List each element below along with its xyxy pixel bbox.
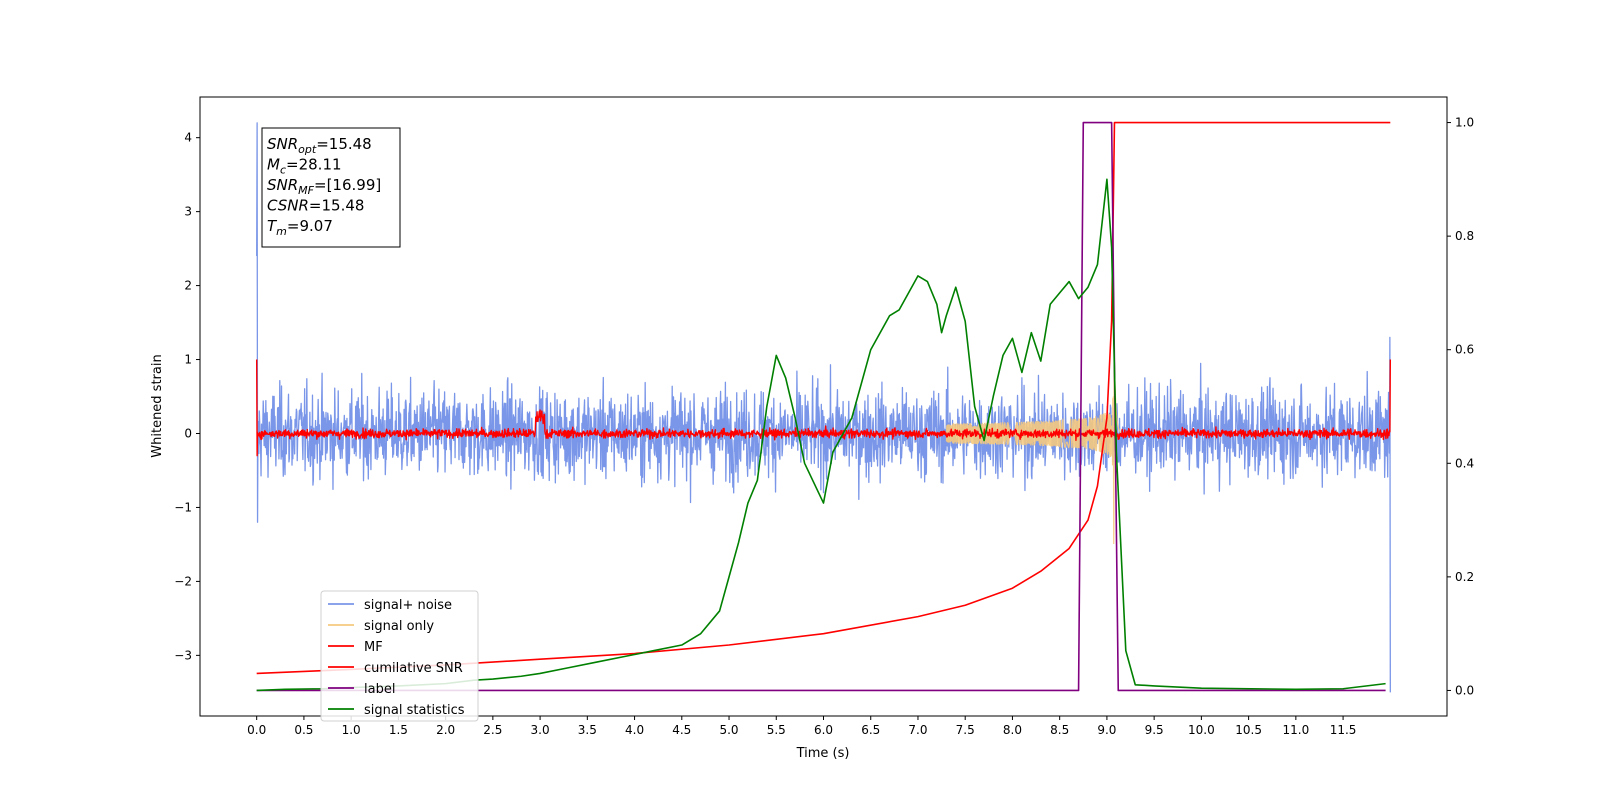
x-tick-label: 5.5 (767, 723, 786, 737)
x-tick-label: 3.5 (578, 723, 597, 737)
y2-tick-label: 0.4 (1455, 456, 1474, 470)
y-tick-label: −3 (174, 648, 192, 662)
annotation-line: SNRMF=[16.99] (267, 176, 381, 197)
annotation-box: SNRopt=15.48Mc=28.11SNRMF=[16.99]CSNR=15… (261, 127, 401, 248)
x-tick-label: 6.5 (861, 723, 880, 737)
legend-label: signal statistics (364, 703, 465, 718)
series-line-3 (256, 121, 1391, 675)
legend-label: MF (364, 640, 383, 655)
x-tick-label: 1.5 (389, 723, 408, 737)
series-line-4 (256, 121, 1386, 692)
x-tick-label: 1.0 (342, 723, 361, 737)
legend: signal+ noise signal only MF cumilative SNR… (320, 590, 479, 722)
x-tick-label: 4.5 (672, 723, 691, 737)
legend-label: signal+ noise (364, 598, 452, 613)
x-tick-label: 3.0 (531, 723, 550, 737)
x-tick-label: 5.0 (719, 723, 738, 737)
y-tick-label: 1 (184, 353, 192, 367)
annotation-line: CSNR=15.48 (267, 197, 364, 215)
y-tick-label: 3 (184, 205, 192, 219)
x-tick-label: 11.5 (1330, 723, 1357, 737)
x-tick-label: 9.5 (1145, 723, 1164, 737)
y-axis-left: −3 −2 −1 0 1 2 3 4 (174, 131, 200, 662)
y2-tick-label: 0.2 (1455, 570, 1474, 584)
x-tick-label: 11.0 (1282, 723, 1309, 737)
x-tick-label: 0.5 (294, 723, 313, 737)
y2-tick-label: 0.6 (1455, 343, 1474, 357)
series-line-5 (256, 178, 1386, 692)
x-tick-label: 7.5 (956, 723, 975, 737)
x-tick-label: 10.0 (1188, 723, 1215, 737)
x-axis: 0.0 0.5 1.0 1.5 2.0 2.5 3.0 3.5 4.0 4.5 5.0 5.5 6.0 6… (247, 716, 1356, 737)
legend-label: cumilative SNR (364, 661, 463, 676)
y2-tick-label: 0.8 (1455, 229, 1474, 243)
y-tick-label: −2 (174, 574, 192, 588)
series-line-0 (256, 122, 1391, 693)
y-axis-label: Whitened strain (150, 354, 165, 457)
x-tick-label: 4.0 (625, 723, 644, 737)
y2-tick-label: 1.0 (1455, 116, 1474, 130)
x-tick-label: 0.0 (247, 723, 266, 737)
x-tick-label: 10.5 (1235, 723, 1262, 737)
y-tick-label: 4 (184, 131, 192, 145)
annotation-line: Mc=28.11 (267, 156, 342, 177)
y-axis-right: 0.0 0.2 0.4 0.6 0.8 1.0 (1447, 116, 1474, 697)
legend-label: signal only (364, 619, 434, 634)
y-tick-label: 0 (184, 426, 192, 440)
legend-frame (320, 590, 479, 722)
x-tick-label: 6.0 (814, 723, 833, 737)
x-tick-label: 8.5 (1050, 723, 1069, 737)
legend-label: label (364, 682, 395, 697)
annotation-line: Tm=9.07 (267, 217, 333, 238)
y-tick-label: −1 (174, 500, 192, 514)
x-tick-label: 7.0 (908, 723, 927, 737)
series-line-2 (255, 359, 1392, 457)
x-tick-label: 8.0 (1003, 723, 1022, 737)
y2-tick-label: 0.0 (1455, 683, 1474, 697)
x-tick-label: 2.5 (483, 723, 502, 737)
y-tick-label: 2 (184, 279, 192, 293)
annotation-frame (261, 127, 401, 248)
series-layer (255, 121, 1392, 693)
x-tick-label: 2.0 (436, 723, 455, 737)
x-tick-label: 9.0 (1097, 723, 1116, 737)
annotation-line: SNRopt=15.48 (267, 135, 372, 156)
x-axis-label: Time (s) (796, 746, 850, 761)
